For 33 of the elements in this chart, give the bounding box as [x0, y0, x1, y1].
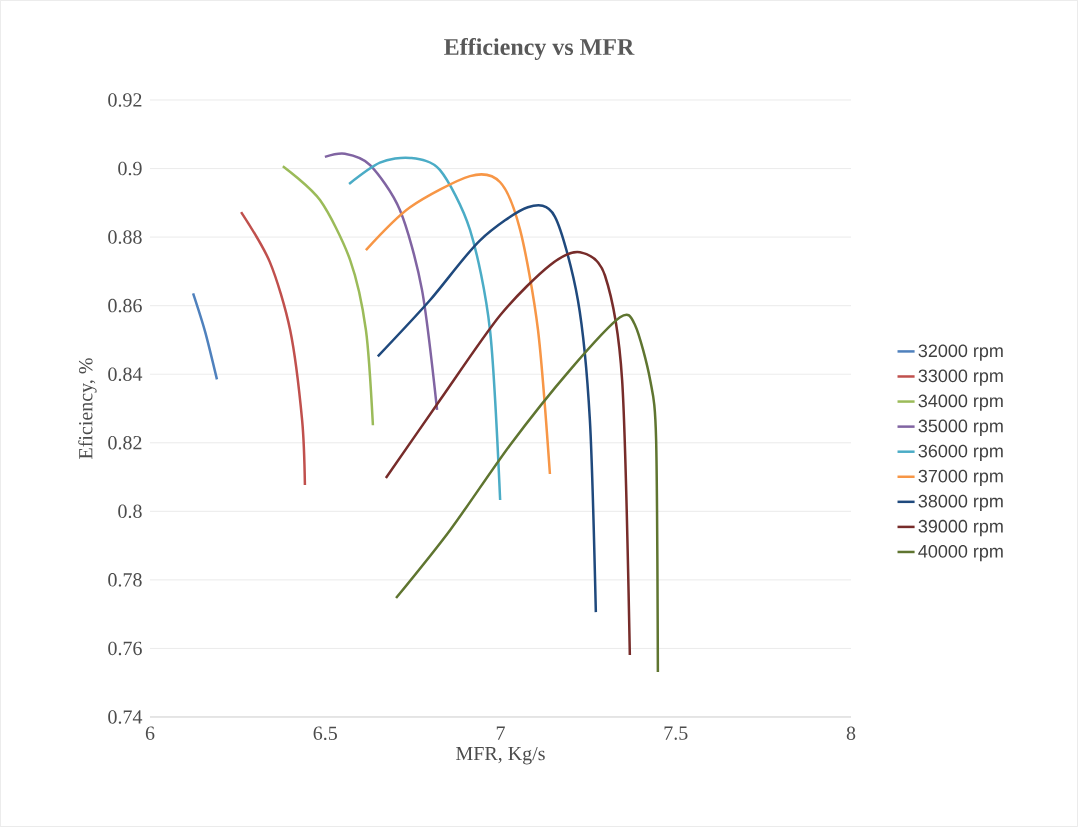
line-series [364, 173, 552, 476]
legend-label: 39000 rpm [918, 519, 1003, 537]
y-tick-label: 0.9 [118, 161, 142, 176]
y-tick-label: 0.8 [118, 504, 142, 519]
x-tick-label: 6 [145, 726, 155, 740]
x-tick-label: 7.5 [664, 726, 688, 740]
y-axis-title: Eficiency, % [78, 358, 97, 459]
y-tick-label: 0.92 [108, 93, 142, 107]
legend-label: 37000 rpm [918, 469, 1003, 487]
line-series [384, 250, 632, 657]
legend-label: 36000 rpm [918, 444, 1003, 461]
y-tick-label: 0.86 [108, 298, 142, 313]
line-series [239, 210, 307, 487]
line-series [347, 156, 502, 502]
line-series [323, 152, 439, 412]
chart-title: Efficiency vs MFR [444, 37, 635, 61]
y-tick-label: 0.88 [108, 230, 142, 244]
y-tick-label: 0.76 [108, 641, 142, 656]
line-series [281, 164, 375, 427]
x-tick-label: 6.5 [313, 726, 337, 741]
y-tick-label: 0.78 [108, 573, 142, 587]
x-tick-label: 8 [846, 726, 856, 741]
x-tick-label: 7 [496, 726, 505, 740]
y-tick-label: 0.84 [108, 367, 143, 382]
legend-label: 32000 rpm [918, 344, 1003, 361]
y-tick-label: 0.74 [108, 710, 143, 724]
legend-label: 33000 rpm [918, 369, 1003, 386]
y-tick-label: 0.82 [108, 435, 142, 450]
legend-label: 38000 rpm [918, 494, 1003, 512]
legend-label: 34000 rpm [918, 394, 1003, 411]
x-axis-title: MFR, Kg/s [456, 746, 545, 765]
legend-label: 40000 rpm [918, 544, 1003, 562]
legend-label: 35000 rpm [918, 419, 1003, 436]
